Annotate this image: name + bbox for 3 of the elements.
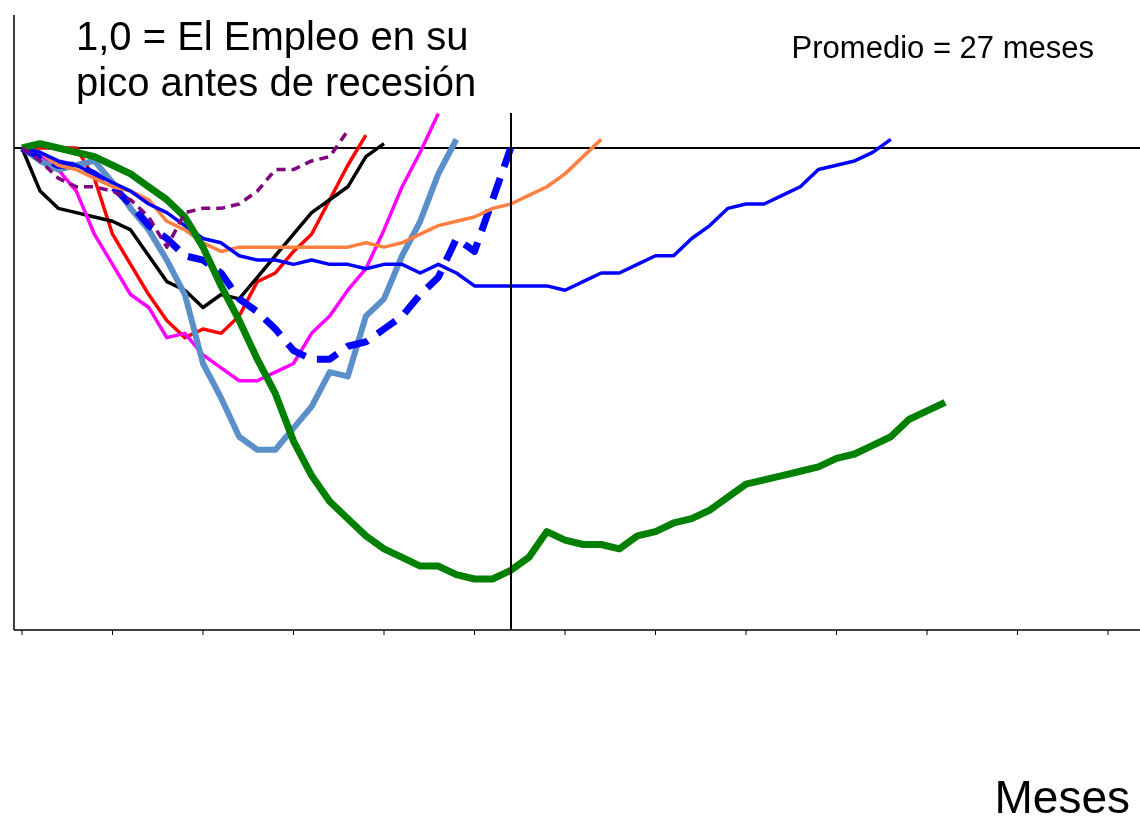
text: Promedio = 27 meses <box>791 30 1094 65</box>
x-axis-title: Meses <box>994 771 1130 819</box>
chart-title: 1,0 = El Empleo en su pico antes de recesión <box>76 14 477 104</box>
